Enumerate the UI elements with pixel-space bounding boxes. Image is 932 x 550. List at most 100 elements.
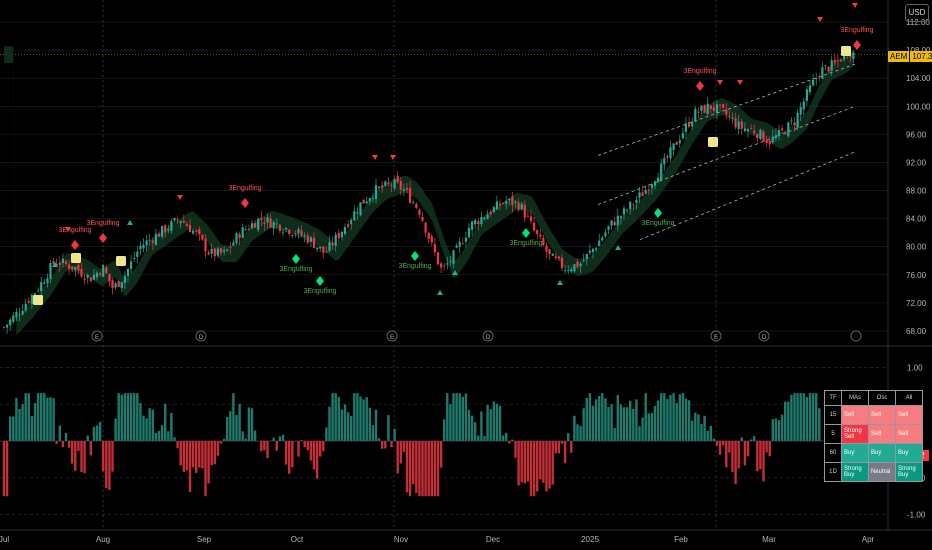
candle-body bbox=[436, 252, 440, 265]
candle-body bbox=[52, 261, 55, 264]
candle-body bbox=[281, 231, 285, 233]
candle-body bbox=[774, 135, 777, 139]
candle-body bbox=[238, 234, 241, 239]
candle-body bbox=[681, 133, 684, 139]
candle-body bbox=[781, 128, 784, 131]
candle-body bbox=[343, 226, 347, 235]
rating-all: Sell bbox=[895, 424, 923, 444]
candle-body bbox=[768, 140, 771, 145]
oscillator-bar bbox=[629, 400, 632, 441]
candle-body bbox=[266, 217, 269, 223]
candle-body bbox=[92, 274, 95, 280]
oscillator-bar bbox=[780, 414, 784, 441]
oscillator-bar bbox=[548, 441, 551, 489]
candle-body bbox=[712, 107, 715, 111]
candle-body bbox=[480, 217, 483, 225]
bullish-diamond bbox=[654, 208, 662, 218]
oscillator-bar bbox=[12, 416, 15, 441]
bearish-diamond bbox=[99, 233, 107, 243]
candle-body bbox=[328, 242, 331, 251]
candle-body bbox=[374, 185, 378, 199]
candle-body bbox=[244, 229, 247, 230]
candle-body bbox=[250, 223, 254, 229]
candle-body bbox=[759, 129, 762, 140]
candle-body bbox=[657, 177, 660, 183]
candle-body bbox=[647, 189, 650, 191]
candle-body bbox=[61, 258, 64, 263]
rating-all: Strong Buy bbox=[895, 462, 923, 482]
currency-label[interactable]: USD bbox=[905, 4, 929, 22]
candle-body bbox=[371, 197, 374, 199]
candle-body bbox=[440, 263, 443, 268]
candle-body bbox=[219, 248, 223, 254]
candle-body bbox=[818, 76, 821, 78]
oscillator-bar bbox=[498, 405, 502, 441]
oscillator-bar bbox=[660, 393, 663, 441]
oscillator-bar bbox=[160, 425, 164, 441]
oscillator-bar bbox=[539, 441, 542, 480]
oscillator-bar bbox=[278, 436, 282, 441]
oscillator-bar bbox=[139, 403, 142, 441]
candle-body bbox=[483, 217, 486, 220]
oscillator-bar bbox=[728, 441, 731, 453]
candle-body bbox=[37, 290, 40, 292]
oscillator-bar bbox=[340, 409, 344, 441]
candle-body bbox=[161, 226, 164, 237]
candle-body bbox=[43, 282, 46, 284]
candle-body bbox=[613, 221, 616, 226]
oscillator-bar bbox=[768, 441, 771, 457]
oscillator-bar bbox=[61, 441, 65, 447]
oscillator-bar bbox=[607, 407, 610, 441]
oscillator-bar bbox=[458, 393, 461, 441]
oscillator-bar bbox=[703, 415, 706, 441]
oscillator-bar bbox=[687, 400, 691, 441]
candle-body bbox=[71, 266, 74, 270]
candle-body bbox=[629, 201, 632, 210]
oscillator-bar bbox=[421, 441, 424, 497]
oscillator-bar bbox=[117, 393, 120, 441]
candle-body bbox=[275, 223, 278, 225]
candle-body bbox=[421, 216, 424, 221]
oscillator-bar bbox=[520, 441, 523, 483]
oscillator-bar bbox=[799, 393, 802, 441]
candle-body bbox=[204, 238, 207, 252]
candle-body bbox=[697, 111, 700, 113]
oscillator-bar bbox=[746, 441, 750, 457]
time-tick-label: 2025 bbox=[581, 535, 599, 544]
candle-body bbox=[27, 301, 30, 303]
oscillator-bar bbox=[148, 408, 151, 441]
candle-body bbox=[430, 236, 433, 243]
price-tick-label: 80.00 bbox=[906, 243, 927, 252]
candle-body bbox=[653, 181, 657, 186]
oscillator-bar bbox=[784, 401, 787, 441]
oscillator-bar bbox=[796, 393, 799, 441]
candle-body bbox=[570, 269, 573, 272]
rating-tf: 5 bbox=[824, 424, 842, 444]
candle-body bbox=[511, 196, 514, 206]
signal-triangle bbox=[372, 155, 378, 160]
candle-body bbox=[551, 253, 554, 256]
candle-body bbox=[688, 122, 691, 127]
candle-body bbox=[154, 233, 157, 245]
oscillator-bar bbox=[238, 403, 241, 441]
signal-triangle bbox=[817, 17, 823, 22]
candle-body bbox=[449, 261, 452, 262]
rating-mas: Sell bbox=[841, 405, 869, 425]
candle-body bbox=[130, 261, 133, 269]
candle-body bbox=[595, 248, 598, 250]
price-tick-label: 96.00 bbox=[906, 130, 927, 139]
oscillator-bar bbox=[567, 433, 570, 441]
candle-body bbox=[626, 209, 629, 211]
candle-body bbox=[18, 314, 21, 315]
oscillator-bar bbox=[275, 441, 278, 451]
oscillator-bar bbox=[424, 441, 427, 497]
oscillator-bar bbox=[464, 393, 468, 441]
candle-body bbox=[390, 185, 393, 186]
candle-body bbox=[173, 218, 176, 221]
candle-body bbox=[830, 60, 833, 71]
signal-triangle bbox=[52, 262, 58, 267]
candle-body bbox=[362, 199, 365, 204]
candle-body bbox=[337, 232, 340, 239]
rating-osc: Neutral bbox=[868, 462, 896, 482]
